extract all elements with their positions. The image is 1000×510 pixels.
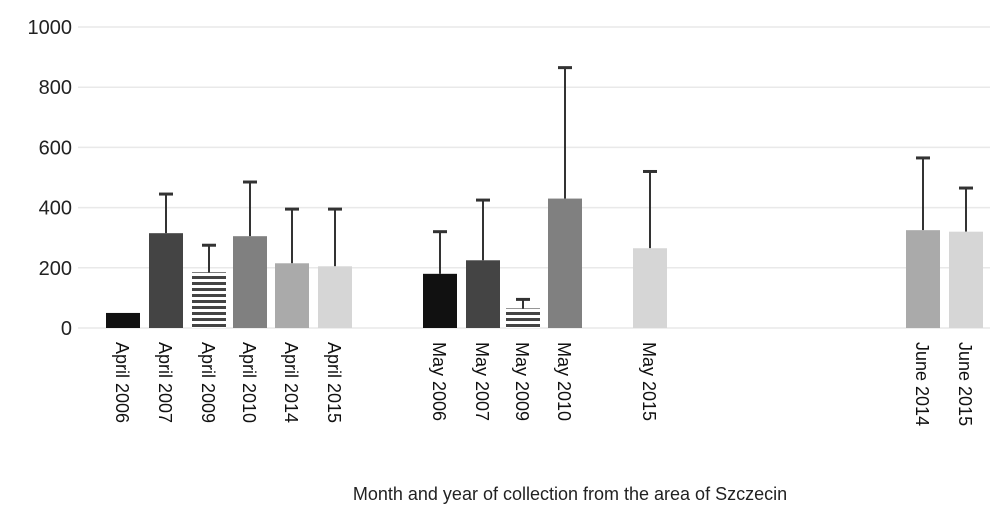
x-axis-label: Month and year of collection from the ar… bbox=[353, 484, 787, 504]
bar-may-2007 bbox=[466, 260, 500, 328]
bar-april-2009 bbox=[192, 272, 226, 328]
x-tick-label: May 2007 bbox=[472, 342, 492, 421]
bars bbox=[106, 198, 983, 328]
x-tick-label: May 2006 bbox=[429, 342, 449, 421]
bar-april-2010 bbox=[233, 236, 267, 328]
bar-may-2006 bbox=[423, 273, 457, 328]
x-tick-label: April 2010 bbox=[239, 342, 259, 423]
error-bars bbox=[159, 66, 973, 309]
x-tick-label: May 2015 bbox=[639, 342, 659, 421]
x-tick-label: April 2006 bbox=[112, 342, 132, 423]
y-tick-label: 600 bbox=[39, 137, 72, 159]
y-tick-label: 400 bbox=[39, 198, 72, 220]
x-tick-label: April 2007 bbox=[155, 342, 175, 423]
bar-april-2007 bbox=[149, 233, 183, 328]
bar-april-2015 bbox=[318, 266, 352, 328]
bar-june-2014 bbox=[906, 230, 940, 328]
y-tick-label: 1000 bbox=[28, 17, 73, 39]
x-tick-label: May 2010 bbox=[554, 342, 574, 421]
bar-june-2015 bbox=[949, 231, 983, 328]
x-tick-label: June 2014 bbox=[912, 342, 932, 426]
bar-may-2009 bbox=[506, 308, 540, 328]
x-axis-ticks: April 2006 April 2007 April 2009 April 2010… bbox=[112, 342, 975, 426]
bar-may-2015 bbox=[633, 248, 667, 328]
y-tick-label: 200 bbox=[39, 258, 72, 280]
x-tick-label: May 2009 bbox=[512, 342, 532, 421]
x-tick-label: April 2014 bbox=[281, 342, 301, 423]
x-tick-label: June 2015 bbox=[955, 342, 975, 426]
bar-april-2006 bbox=[106, 312, 140, 328]
bar-april-2014 bbox=[275, 263, 309, 328]
y-tick-label: 800 bbox=[39, 77, 72, 99]
gridlines bbox=[78, 26, 990, 329]
y-axis-ticks: 0 200 400 600 800 1000 bbox=[28, 17, 73, 340]
bar-may-2010 bbox=[548, 198, 582, 328]
x-tick-label: April 2009 bbox=[198, 342, 218, 423]
x-tick-label: April 2015 bbox=[324, 342, 344, 423]
y-tick-label: 0 bbox=[61, 318, 72, 340]
